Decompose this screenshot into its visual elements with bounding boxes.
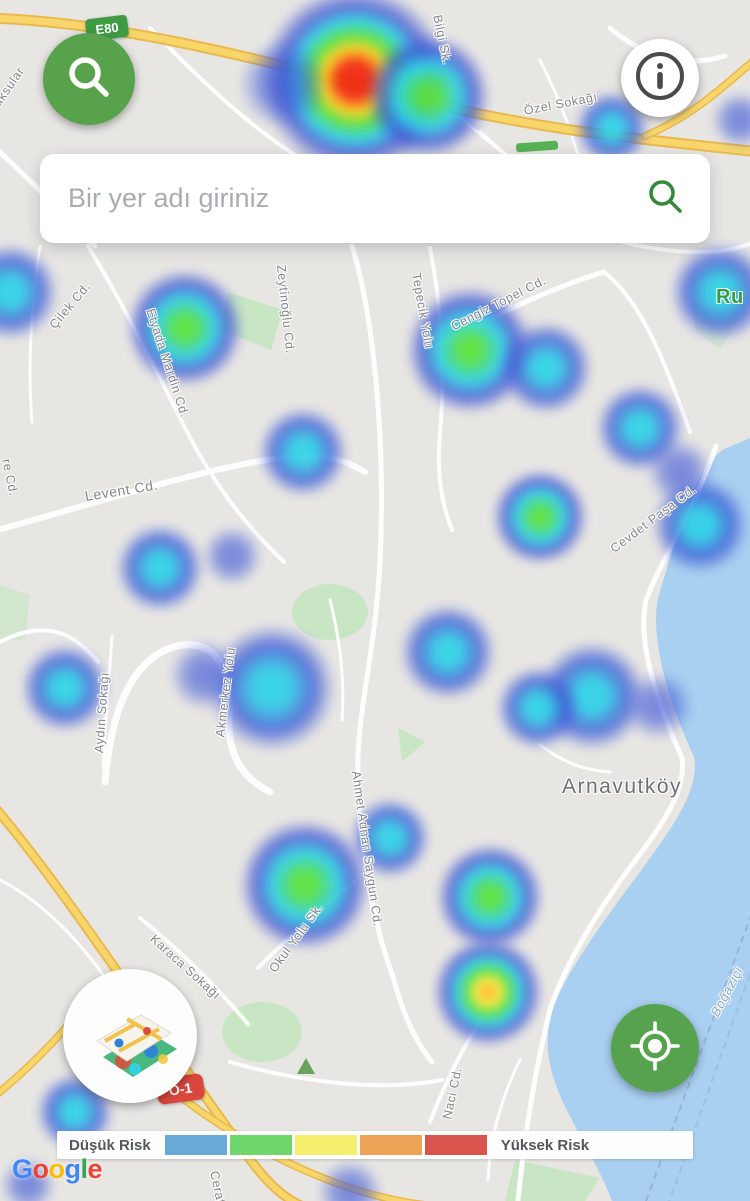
street-label: aksular [0, 64, 28, 110]
street-label: Akmerkez Yolu [213, 646, 238, 738]
street-label: Okul Yolu Sk. [266, 900, 326, 976]
search-bar [40, 154, 710, 243]
street-label: Levent Cd. [83, 476, 160, 504]
map-layers-icon [75, 979, 185, 1094]
search-fab-button[interactable] [43, 33, 135, 125]
street-label: Aydın Sokağı [92, 671, 112, 754]
street-label: Ru [716, 286, 744, 308]
google-logo-letter: l [80, 1154, 89, 1184]
google-logo-letter: G [12, 1154, 33, 1184]
google-logo-letter: o [48, 1154, 66, 1184]
legend-low-label: Düşük Risk [69, 1136, 151, 1154]
google-logo: Google [12, 1154, 103, 1185]
google-logo-letter: g [64, 1154, 82, 1184]
layers-thumbnail-button[interactable] [63, 969, 197, 1103]
street-label: Cerat [207, 1169, 228, 1201]
street-label: Zeytinoğlu Cd. [274, 264, 298, 355]
info-icon [634, 50, 686, 107]
street-label: Cengiz Topel Cd. [448, 273, 549, 334]
info-fab-button[interactable] [621, 39, 699, 117]
search-icon[interactable] [646, 177, 684, 220]
search-input[interactable] [66, 182, 646, 215]
search-icon [66, 54, 112, 105]
street-label: Boğaziçi [707, 964, 746, 1020]
legend-swatch [294, 1135, 357, 1155]
street-label: Tepecik Yolu [409, 271, 437, 350]
legend-swatch [229, 1135, 292, 1155]
park-triangle-marker [297, 1058, 315, 1074]
street-label: re Cd. [0, 457, 21, 498]
google-logo-letter: o [32, 1154, 50, 1184]
legend-high-label: Yüksek Risk [500, 1136, 590, 1154]
street-label: Çilek Cd. [46, 279, 94, 332]
street-label: Naci Cd. [440, 1065, 465, 1121]
street-label: Cevdet Paşa Cd. [607, 482, 699, 556]
street-label: Ahmet Adnan Saygun Cd. [349, 770, 385, 928]
street-label: Özel Sokağı [522, 89, 599, 118]
street-label: Arnavutköy [562, 775, 683, 798]
legend-color-scale [164, 1135, 487, 1155]
google-logo-letter: e [87, 1154, 103, 1184]
street-label: Etyada Mardin Cd. [143, 306, 192, 420]
water-bosphorus [547, 438, 750, 1201]
legend-swatch [359, 1135, 422, 1155]
street-label: Bilgi Sk. [430, 13, 455, 66]
risk-legend: Düşük Risk Yüksek Risk [57, 1131, 693, 1159]
crosshair-locate-icon [630, 1020, 680, 1076]
legend-swatch [424, 1135, 487, 1155]
locate-fab-button[interactable] [611, 1004, 699, 1092]
green-road-segment [515, 140, 559, 153]
legend-swatch [164, 1135, 227, 1155]
